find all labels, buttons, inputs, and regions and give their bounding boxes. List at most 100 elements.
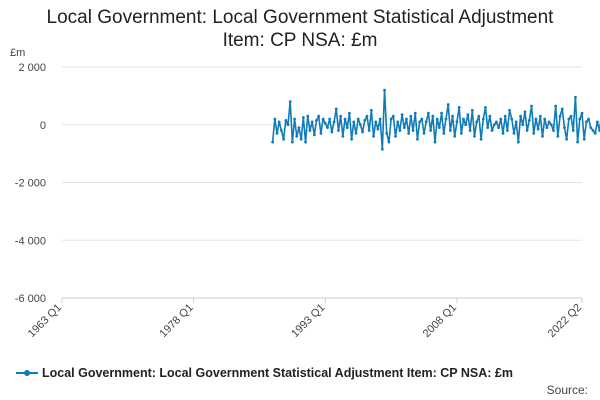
- data-point[interactable]: [560, 107, 564, 111]
- data-point[interactable]: [549, 123, 553, 127]
- data-point[interactable]: [383, 88, 386, 92]
- data-point[interactable]: [556, 134, 560, 138]
- data-point[interactable]: [328, 117, 332, 121]
- data-point[interactable]: [516, 140, 520, 144]
- data-point[interactable]: [578, 117, 582, 121]
- data-point[interactable]: [499, 117, 503, 121]
- data-point[interactable]: [440, 111, 443, 115]
- data-point[interactable]: [532, 132, 536, 135]
- data-point[interactable]: [280, 129, 283, 132]
- data-point[interactable]: [402, 126, 406, 130]
- data-point[interactable]: [457, 106, 461, 109]
- data-point[interactable]: [326, 126, 329, 130]
- data-point[interactable]: [323, 121, 327, 125]
- data-point[interactable]: [286, 123, 290, 127]
- data-point[interactable]: [552, 129, 555, 132]
- data-point[interactable]: [545, 126, 549, 130]
- data-point[interactable]: [580, 111, 584, 115]
- data-point[interactable]: [479, 137, 483, 141]
- data-point[interactable]: [359, 123, 362, 127]
- data-point[interactable]: [486, 126, 490, 130]
- data-point[interactable]: [334, 107, 338, 111]
- data-point[interactable]: [330, 130, 334, 134]
- data-point[interactable]: [306, 114, 310, 118]
- data-point[interactable]: [565, 137, 569, 141]
- data-point[interactable]: [431, 114, 435, 118]
- data-point[interactable]: [484, 106, 487, 109]
- data-point[interactable]: [446, 103, 450, 106]
- data-point[interactable]: [527, 119, 531, 122]
- data-point[interactable]: [389, 117, 393, 121]
- data-point[interactable]: [271, 140, 275, 144]
- data-point[interactable]: [376, 127, 380, 131]
- data-point[interactable]: [304, 140, 307, 144]
- data-point[interactable]: [312, 133, 316, 137]
- data-point[interactable]: [337, 129, 340, 132]
- data-point[interactable]: [530, 104, 533, 108]
- data-point[interactable]: [282, 137, 285, 141]
- data-point[interactable]: [422, 132, 426, 135]
- data-point[interactable]: [534, 117, 538, 121]
- data-point[interactable]: [354, 132, 358, 135]
- data-point[interactable]: [437, 126, 441, 130]
- data-point[interactable]: [574, 95, 577, 99]
- data-point[interactable]: [418, 120, 422, 124]
- data-point[interactable]: [554, 104, 558, 108]
- data-point[interactable]: [473, 134, 476, 138]
- data-point[interactable]: [339, 114, 343, 118]
- data-point[interactable]: [348, 111, 351, 115]
- data-point[interactable]: [448, 129, 452, 132]
- data-point[interactable]: [405, 117, 408, 121]
- data-point[interactable]: [576, 140, 580, 144]
- data-point[interactable]: [547, 120, 551, 124]
- data-point[interactable]: [433, 140, 437, 144]
- data-point[interactable]: [593, 132, 597, 135]
- data-point[interactable]: [519, 114, 522, 118]
- data-point[interactable]: [372, 134, 375, 138]
- data-point[interactable]: [288, 100, 292, 104]
- data-point[interactable]: [541, 134, 544, 138]
- data-point[interactable]: [341, 134, 345, 138]
- data-point[interactable]: [506, 129, 509, 132]
- data-point[interactable]: [420, 117, 424, 121]
- data-point[interactable]: [429, 129, 433, 132]
- data-point[interactable]: [435, 117, 439, 121]
- data-point[interactable]: [387, 140, 391, 144]
- data-point[interactable]: [481, 117, 485, 121]
- data-point[interactable]: [363, 119, 367, 122]
- data-point[interactable]: [308, 129, 312, 132]
- data-point[interactable]: [525, 129, 529, 132]
- data-point[interactable]: [501, 132, 505, 135]
- data-point[interactable]: [558, 114, 562, 118]
- data-point[interactable]: [293, 117, 296, 121]
- data-point[interactable]: [567, 117, 571, 121]
- data-point[interactable]: [315, 119, 318, 122]
- data-point[interactable]: [398, 129, 402, 132]
- data-point[interactable]: [299, 137, 303, 141]
- data-point[interactable]: [350, 137, 354, 141]
- data-point[interactable]: [374, 120, 378, 124]
- data-point[interactable]: [367, 129, 371, 132]
- data-point[interactable]: [587, 117, 590, 121]
- data-point[interactable]: [396, 120, 400, 124]
- legend[interactable]: Local Government: Local Government Stati…: [16, 365, 513, 381]
- data-point[interactable]: [495, 120, 498, 124]
- data-point[interactable]: [563, 126, 566, 130]
- data-point[interactable]: [455, 120, 459, 124]
- data-point[interactable]: [345, 126, 349, 130]
- data-point[interactable]: [571, 129, 575, 132]
- data-point[interactable]: [297, 126, 301, 130]
- data-point[interactable]: [275, 132, 279, 135]
- data-point[interactable]: [591, 129, 595, 132]
- data-point[interactable]: [512, 132, 516, 135]
- data-point[interactable]: [464, 123, 468, 127]
- data-point[interactable]: [453, 134, 457, 138]
- data-series[interactable]: [271, 88, 600, 259]
- data-point[interactable]: [503, 114, 507, 118]
- data-point[interactable]: [319, 132, 323, 135]
- data-point[interactable]: [442, 132, 446, 135]
- data-point[interactable]: [468, 129, 472, 132]
- data-point[interactable]: [466, 113, 470, 117]
- data-point[interactable]: [475, 120, 479, 124]
- data-point[interactable]: [378, 117, 382, 121]
